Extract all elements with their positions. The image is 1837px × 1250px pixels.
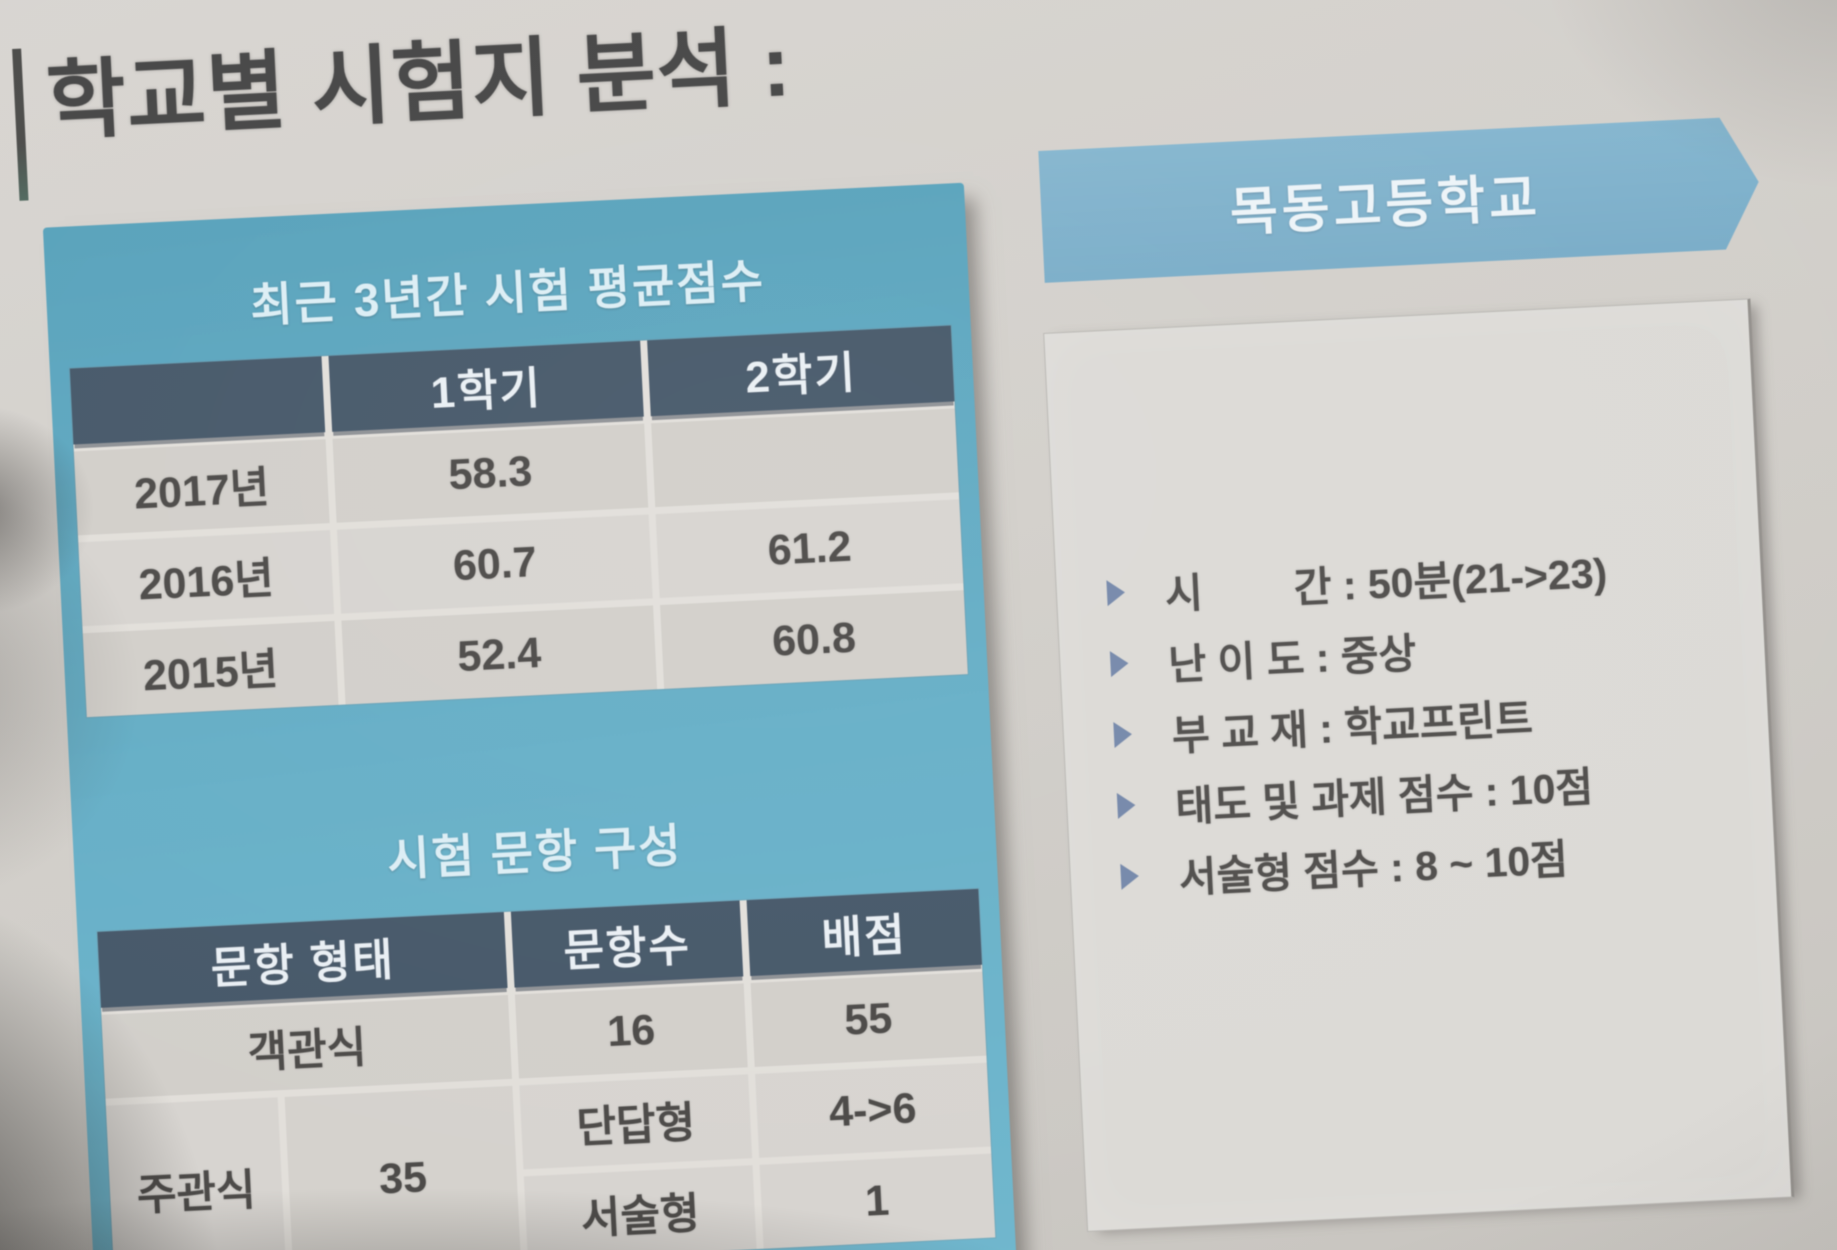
triangle-bullet-icon xyxy=(1113,720,1133,748)
score-cell: 58.3 xyxy=(332,423,649,523)
short-answer-count-cell: 4->6 xyxy=(754,1062,991,1158)
score-cell: 60.8 xyxy=(660,590,968,689)
year-cell: 2016년 xyxy=(78,530,334,627)
bullet-list: 시 간 : 50분(21->23) 난 이 도 : 중상 부 교 재 : 학교프… xyxy=(1105,533,1622,912)
comp-header-count: 문항수 xyxy=(511,900,743,988)
avg-header-sem1: 1학기 xyxy=(328,340,645,432)
essay-count-cell: 1 xyxy=(759,1153,996,1249)
bullet-text: 서술형 점수 : 8 ~ 10점 xyxy=(1177,835,1569,901)
bullet-text: 부 교 재 : 학교프린트 xyxy=(1170,695,1534,759)
year-cell: 2015년 xyxy=(82,620,339,718)
analysis-panel: 최근 3년간 시험 평균점수 1학기 2학기 2017년 58.3 2016년 … xyxy=(42,182,1020,1250)
score-cell xyxy=(651,408,959,508)
score-cell: 52.4 xyxy=(341,605,658,705)
school-banner-label: 목동고등학교 xyxy=(1228,169,1543,243)
triangle-bullet-icon xyxy=(1116,791,1136,819)
comp-header-points: 배점 xyxy=(746,888,982,977)
comp-header-type: 문항 형태 xyxy=(97,912,508,1008)
page-title: 학교별 시험지 분석 : xyxy=(44,18,794,151)
score-cell: 61.2 xyxy=(655,499,964,599)
avg-header-year xyxy=(69,356,325,445)
exam-info-panel: 시 간 : 50분(21->23) 난 이 도 : 중상 부 교 재 : 학교프… xyxy=(1043,298,1795,1232)
avg-header-sem2: 2학기 xyxy=(647,325,955,417)
objective-type-cell: 객관식 xyxy=(101,994,513,1099)
triangle-bullet-icon xyxy=(1120,862,1140,890)
title-accent-bar xyxy=(12,48,29,201)
year-cell: 2017년 xyxy=(73,439,330,536)
school-banner: 목동고등학교 xyxy=(1038,116,1762,283)
avg-score-table: 1학기 2학기 2017년 58.3 2016년 60.7 61.2 2015년… xyxy=(69,325,968,718)
composition-table-title: 시험 문항 구성 xyxy=(386,819,684,886)
triangle-bullet-icon xyxy=(1106,578,1126,606)
composition-table: 문항 형태 문항수 배점 객관식 16 55 주관식 단답형 4->6 35 서… xyxy=(97,888,996,1250)
bullet-text: 난 이 도 : 중상 xyxy=(1167,629,1418,688)
subjective-points-cell: 35 xyxy=(284,1085,522,1250)
objective-points-cell: 55 xyxy=(750,971,987,1067)
subjective-group-cell: 주관식 xyxy=(105,1097,287,1250)
avg-score-table-title: 최근 3년간 시험 평균점수 xyxy=(249,254,767,332)
short-answer-type-cell: 단답형 xyxy=(519,1074,752,1170)
score-cell: 60.7 xyxy=(336,514,653,614)
triangle-bullet-icon xyxy=(1109,649,1130,677)
objective-count-cell: 16 xyxy=(515,983,748,1079)
essay-type-cell: 서술형 xyxy=(524,1165,757,1250)
